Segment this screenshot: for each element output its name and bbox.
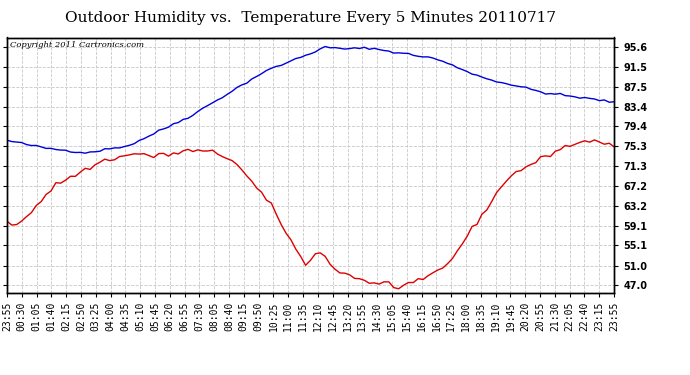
Text: Outdoor Humidity vs.  Temperature Every 5 Minutes 20110717: Outdoor Humidity vs. Temperature Every 5… [65, 11, 556, 25]
Text: Copyright 2011 Cartronics.com: Copyright 2011 Cartronics.com [10, 41, 144, 50]
